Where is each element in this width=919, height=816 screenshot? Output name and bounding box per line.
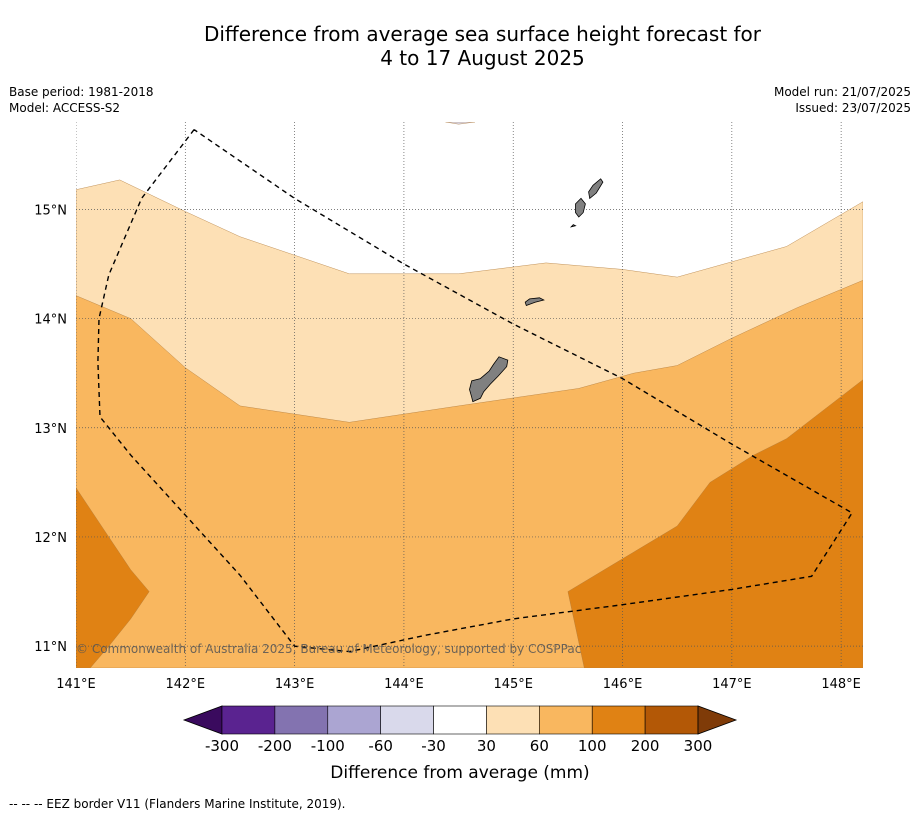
lon-tick-label: 143°E <box>275 677 315 692</box>
lon-tick-label: 145°E <box>493 677 533 692</box>
colorbar-tick-label: -300 <box>205 737 239 755</box>
model-run-text: Model run: 21/07/2025 <box>773 85 911 99</box>
colorbar-segment-0 <box>221 705 276 735</box>
copyright-text: © Commonwealth of Australia 2025, Bureau… <box>76 642 581 656</box>
lon-tick-label: 141°E <box>56 677 96 692</box>
eez-legend-note: -- -- -- EEZ border V11 (Flanders Marine… <box>9 797 346 811</box>
eez-border-line <box>97 129 854 653</box>
map-area: © Commonwealth of Australia 2025, Bureau… <box>76 122 863 668</box>
island-guam <box>469 356 509 403</box>
colorbar-segment-6 <box>539 705 593 735</box>
lat-tick-label: 11°N <box>34 640 67 655</box>
lat-tick-label: 15°N <box>34 203 67 218</box>
lon-tick-label: 147°E <box>712 677 752 692</box>
meta-right: Model run: 21/07/2025 Issued: 23/07/2025 <box>774 84 911 116</box>
title-line-1: Difference from average sea surface heig… <box>203 22 762 46</box>
colorbar-tick-label: 100 <box>578 737 607 755</box>
colorbar-tick-label: -200 <box>258 737 292 755</box>
island-tinian <box>575 197 586 218</box>
colorbar-segment-5 <box>486 705 540 735</box>
lat-tick-label: 13°N <box>34 422 67 437</box>
colorbar-arrow-low <box>182 705 223 735</box>
contour-layer <box>76 122 863 668</box>
colorbar-arrow-high <box>697 705 738 735</box>
title-line-2: 4 to 17 August 2025 <box>380 46 585 70</box>
colorbar-segment-7 <box>591 705 646 735</box>
colorbar-tick-label: 30 <box>477 737 496 755</box>
model-text: Model: ACCESS-S2 <box>9 101 121 115</box>
gridlines <box>76 122 863 668</box>
colorbar-tick-label: 60 <box>530 737 549 755</box>
longitude-labels: 141°E 142°E 143°E 144°E 145°E 146°E 147°E 148°E <box>56 677 861 692</box>
island-layer <box>469 178 604 403</box>
contour-band-4 <box>445 122 476 125</box>
colorbar-tick-label: -60 <box>368 737 393 755</box>
lon-tick-label: 142°E <box>166 677 206 692</box>
colorbar-title: Difference from average (mm) <box>330 763 589 783</box>
colorbar-segment-4 <box>433 705 487 735</box>
lon-tick-label: 144°E <box>384 677 424 692</box>
island-aguijan <box>569 224 577 228</box>
base-period-text: Base period: 1981-2018 <box>9 85 154 99</box>
colorbar-tick-label: -100 <box>311 737 345 755</box>
colorbar-segment-2 <box>327 705 381 735</box>
contour-band-2 <box>567 379 863 668</box>
colorbar-tick-label: 200 <box>631 737 660 755</box>
map-title: Difference from average sea surface heig… <box>140 22 825 70</box>
colorbar-tick-label: -30 <box>421 737 446 755</box>
lat-tick-label: 12°N <box>34 531 67 546</box>
colorbar-tick-label: 300 <box>684 737 713 755</box>
lon-tick-label: 146°E <box>603 677 643 692</box>
colorbar-segment-1 <box>274 705 329 735</box>
issued-text: Issued: 23/07/2025 <box>795 101 911 115</box>
contour-band-3 <box>76 487 150 668</box>
meta-left: Base period: 1981-2018 Model: ACCESS-S2 <box>9 84 154 116</box>
latitude-labels: 15°N 14°N 13°N 12°N 11°N <box>34 203 67 655</box>
island-rota <box>524 297 545 307</box>
colorbar-segment-8 <box>644 705 699 735</box>
colorbar: -300 -200 -100 -60 -30 30 60 100 200 300 <box>182 705 738 755</box>
lat-tick-label: 14°N <box>34 313 67 328</box>
lon-tick-label: 148°E <box>821 677 861 692</box>
island-saipan <box>588 178 604 200</box>
colorbar-segment-3 <box>380 705 434 735</box>
